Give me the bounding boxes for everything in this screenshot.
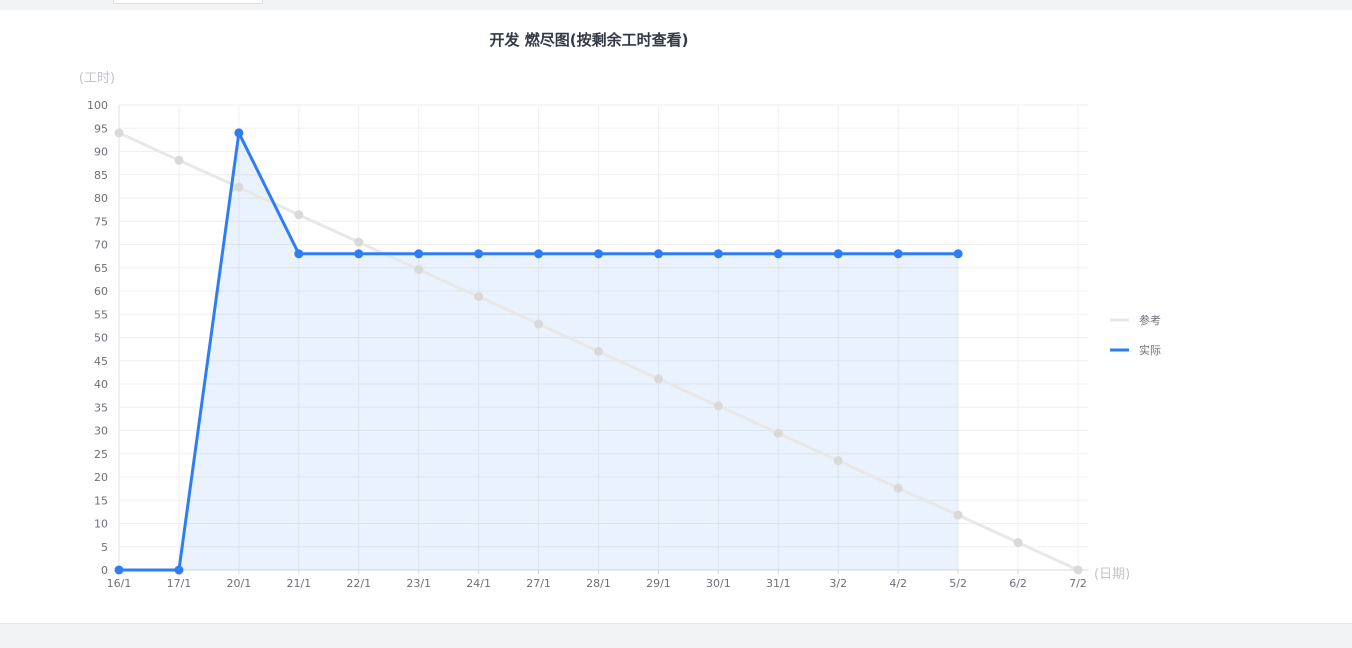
data-point xyxy=(414,249,424,259)
y-tick-label: 40 xyxy=(94,378,108,391)
x-axis-label: (日期) xyxy=(1094,567,1130,582)
x-tick-label: 31/1 xyxy=(766,577,791,590)
data-point xyxy=(833,456,843,466)
x-tick-label: 7/2 xyxy=(1069,577,1087,590)
data-point xyxy=(114,565,124,575)
x-tick-label: 3/2 xyxy=(829,577,847,590)
legend-label-0: 参考 xyxy=(1139,313,1161,327)
y-tick-label: 95 xyxy=(94,122,108,135)
chart-title: 开发 燃尽图(按剩余工时查看) xyxy=(489,31,689,49)
data-point xyxy=(893,483,903,493)
y-tick-label: 75 xyxy=(94,215,108,228)
data-point xyxy=(713,249,723,259)
data-point xyxy=(294,249,304,259)
data-point xyxy=(833,249,843,259)
y-tick-label: 65 xyxy=(94,262,108,275)
data-point xyxy=(594,346,603,356)
data-point xyxy=(713,401,723,411)
x-tick-label: 27/1 xyxy=(526,577,551,590)
data-point xyxy=(474,249,484,259)
y-tick-label: 90 xyxy=(94,146,108,159)
data-point xyxy=(294,210,304,220)
chart-panel xyxy=(0,10,1352,624)
x-tick-label: 5/2 xyxy=(949,577,967,590)
data-point xyxy=(114,128,124,138)
data-point xyxy=(174,155,184,165)
data-point xyxy=(773,249,783,259)
y-axis-label: (工时) xyxy=(79,71,115,86)
x-tick-label: 4/2 xyxy=(889,577,907,590)
x-tick-label: 16/1 xyxy=(107,577,132,590)
x-tick-label: 6/2 xyxy=(1009,577,1027,590)
data-point xyxy=(773,428,783,438)
data-point xyxy=(594,249,603,259)
x-tick-label: 28/1 xyxy=(586,577,611,590)
data-point xyxy=(354,237,364,247)
x-tick-label: 29/1 xyxy=(646,577,671,590)
top-bar xyxy=(0,0,1352,10)
y-tick-label: 45 xyxy=(94,355,108,368)
data-point xyxy=(234,182,244,192)
data-point xyxy=(953,510,963,520)
y-tick-label: 20 xyxy=(94,471,108,484)
x-tick-label: 24/1 xyxy=(466,577,491,590)
data-point xyxy=(1073,565,1083,575)
x-tick-label: 23/1 xyxy=(406,577,431,590)
x-tick-label: 21/1 xyxy=(286,577,311,590)
y-tick-label: 35 xyxy=(94,401,108,414)
y-tick-label: 5 xyxy=(101,541,108,554)
data-point xyxy=(414,265,424,275)
data-point xyxy=(234,128,244,138)
y-tick-label: 15 xyxy=(94,494,108,507)
x-tick-label: 22/1 xyxy=(346,577,371,590)
y-tick-label: 80 xyxy=(94,192,108,205)
y-tick-label: 85 xyxy=(94,169,108,182)
y-tick-label: 55 xyxy=(94,308,108,321)
data-point xyxy=(893,249,903,259)
data-point xyxy=(534,319,544,329)
legend-label-1: 实际 xyxy=(1139,343,1161,357)
y-tick-label: 50 xyxy=(94,332,108,345)
y-tick-label: 10 xyxy=(94,518,108,531)
data-point xyxy=(534,249,544,259)
data-point xyxy=(1013,538,1023,548)
y-tick-label: 100 xyxy=(87,99,108,112)
x-tick-label: 17/1 xyxy=(167,577,192,590)
data-point xyxy=(174,565,184,575)
series-area-1 xyxy=(119,132,959,570)
data-point xyxy=(653,374,663,384)
data-point xyxy=(474,292,484,302)
top-search-input[interactable] xyxy=(113,0,263,4)
y-tick-label: 0 xyxy=(101,564,108,577)
data-point xyxy=(953,249,963,259)
data-point xyxy=(354,249,364,259)
x-tick-label: 30/1 xyxy=(706,577,731,590)
x-tick-label: 20/1 xyxy=(227,577,252,590)
data-point xyxy=(653,249,663,259)
y-tick-label: 25 xyxy=(94,448,108,461)
y-tick-label: 70 xyxy=(94,239,108,252)
y-tick-label: 60 xyxy=(94,285,108,298)
y-tick-label: 30 xyxy=(94,425,108,438)
